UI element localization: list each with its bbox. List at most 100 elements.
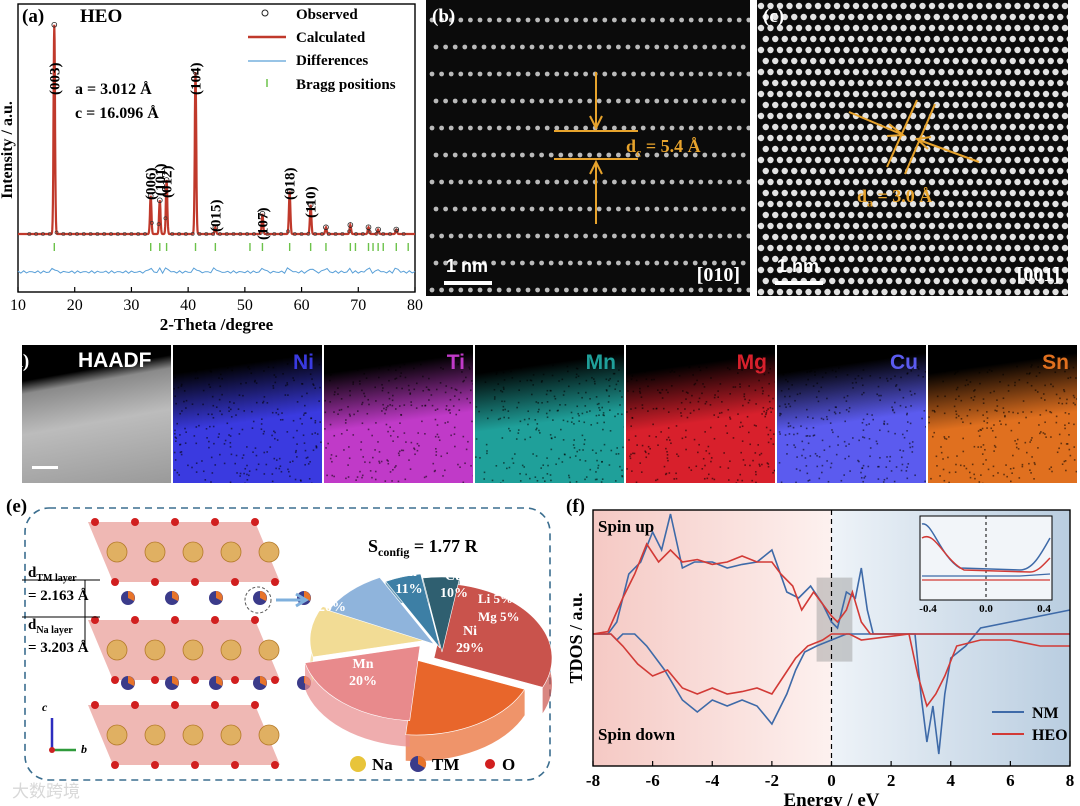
eds-speckle-dot bbox=[695, 465, 698, 468]
atom-column bbox=[871, 266, 879, 274]
pie-label-sn: Sn bbox=[401, 565, 417, 580]
tm-atom bbox=[106, 541, 128, 563]
eds-speckle-dot bbox=[378, 460, 380, 463]
atom-column bbox=[814, 178, 822, 186]
atom-column bbox=[833, 90, 841, 98]
eds-speckle-dot bbox=[237, 408, 240, 410]
eds-speckle-dot bbox=[265, 463, 268, 466]
atom-column bbox=[985, 178, 993, 186]
atom-column bbox=[1042, 134, 1050, 142]
atom-column bbox=[957, 200, 964, 208]
eds-speckle-dot bbox=[944, 367, 947, 369]
eds-speckle-dot bbox=[221, 393, 223, 396]
eds-speckle-dot bbox=[653, 378, 655, 381]
eds-speckle-dot bbox=[303, 412, 306, 415]
oxygen-atom bbox=[171, 616, 179, 624]
eds-speckle-dot bbox=[758, 379, 760, 382]
eds-speckle-dot bbox=[656, 478, 659, 481]
observed-point bbox=[122, 232, 127, 236]
eds-speckle-dot bbox=[704, 431, 706, 433]
atom-column bbox=[491, 98, 496, 104]
eds-speckle-dot bbox=[517, 429, 520, 431]
atom-column bbox=[564, 179, 569, 185]
atom-column bbox=[1042, 2, 1050, 10]
atom-column bbox=[767, 156, 774, 164]
eds-speckle-dot bbox=[876, 393, 878, 396]
eds-speckle-dot bbox=[930, 477, 932, 480]
eds-speckle-dot bbox=[255, 382, 258, 384]
eds-speckle-dot bbox=[589, 397, 591, 400]
atom-column bbox=[919, 200, 926, 208]
eds-speckle-dot bbox=[304, 412, 307, 414]
atom-column bbox=[957, 24, 964, 32]
atom-column bbox=[1057, 123, 1064, 131]
eds-speckle-dot bbox=[493, 388, 496, 391]
atom-column bbox=[890, 24, 898, 32]
atom-column bbox=[525, 179, 531, 185]
eds-speckle-dot bbox=[1002, 407, 1005, 409]
eds-speckle-dot bbox=[413, 448, 416, 451]
atom-column bbox=[824, 134, 831, 142]
atom-column bbox=[800, 145, 807, 153]
eds-speckle-dot bbox=[895, 385, 897, 387]
eds-speckle-dot bbox=[591, 376, 593, 379]
eds-speckle-dot bbox=[394, 378, 396, 380]
eds-speckle-dot bbox=[217, 436, 220, 438]
atom-column bbox=[1009, 167, 1016, 175]
eds-speckle-dot bbox=[566, 420, 569, 423]
eds-speckle-dot bbox=[909, 390, 912, 393]
eds-map-mn: Mn bbox=[475, 345, 624, 483]
inset-nm-down bbox=[922, 573, 1051, 577]
eds-speckle-dot bbox=[614, 388, 617, 391]
eds-speckle-dot bbox=[454, 445, 456, 448]
observed-point bbox=[238, 232, 243, 236]
observed-point bbox=[259, 210, 266, 217]
eds-speckle-dot bbox=[509, 429, 511, 432]
eds-speckle-dot bbox=[741, 440, 744, 442]
panel-label-d: (d) bbox=[6, 351, 30, 372]
pie-pct-mn: 20% bbox=[349, 674, 377, 689]
eds-speckle-dot bbox=[381, 410, 383, 412]
atom-column bbox=[957, 46, 964, 54]
eds-speckle-dot bbox=[898, 388, 901, 391]
eds-speckle-dot bbox=[325, 447, 327, 449]
eds-speckle-dot bbox=[173, 387, 175, 390]
eds-speckle-dot bbox=[380, 460, 383, 463]
atom-column bbox=[810, 57, 817, 65]
atom-column bbox=[1033, 2, 1040, 10]
eds-speckle-dot bbox=[713, 478, 716, 481]
eds-speckle-dot bbox=[1014, 384, 1016, 387]
atom-column bbox=[952, 57, 959, 65]
atom-column bbox=[1033, 46, 1040, 54]
eds-speckle-dot bbox=[507, 417, 510, 419]
eds-speckle-dot bbox=[255, 401, 258, 404]
observed-point bbox=[375, 226, 381, 233]
atom-column bbox=[1047, 233, 1054, 241]
eds-speckle-dot bbox=[271, 434, 273, 437]
atom-column bbox=[548, 98, 554, 104]
atom-column bbox=[905, 101, 912, 109]
eds-speckle-dot bbox=[689, 401, 692, 404]
x-axis-label: Energy / eV bbox=[783, 790, 879, 806]
atom-column bbox=[843, 200, 850, 208]
eds-speckle-dot bbox=[619, 390, 621, 392]
atom-column bbox=[698, 287, 704, 293]
eds-speckle-dot bbox=[348, 365, 351, 368]
eds-speckle-dot bbox=[910, 405, 912, 407]
atom-column bbox=[717, 287, 723, 293]
eds-speckle-dot bbox=[503, 462, 505, 464]
eds-speckle-dot bbox=[786, 444, 789, 446]
atom-column bbox=[1028, 167, 1035, 175]
atom-column bbox=[516, 71, 521, 77]
eds-speckle-dot bbox=[583, 421, 586, 424]
eds-speckle-dot bbox=[614, 480, 617, 482]
atom-column bbox=[1009, 101, 1016, 109]
eds-speckle-dot bbox=[287, 394, 289, 396]
eds-speckle-dot bbox=[229, 481, 232, 483]
atom-column bbox=[644, 98, 650, 104]
eds-speckle-dot bbox=[595, 396, 598, 398]
eds-speckle-dot bbox=[1074, 403, 1076, 406]
observed-point bbox=[75, 232, 79, 236]
eds-speckle-dot bbox=[737, 413, 739, 415]
